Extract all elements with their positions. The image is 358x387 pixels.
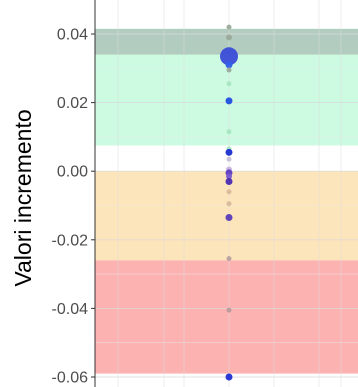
data-point-2 [220, 47, 238, 66]
y-tick-label-4: -0.04 [52, 301, 89, 318]
data-point-0 [226, 24, 232, 30]
y-tick-label-5: -0.06 [52, 370, 89, 387]
band-red [95, 260, 358, 374]
data-point-17 [225, 214, 233, 222]
data-points [220, 24, 238, 381]
y-axis-title: Valori incremento [10, 109, 36, 286]
data-point-15 [226, 189, 232, 195]
data-point-3 [225, 61, 233, 69]
y-tick-label-2: 0.00 [57, 164, 88, 181]
data-point-14 [225, 177, 233, 185]
data-point-20 [225, 373, 233, 381]
data-point-7 [226, 129, 232, 135]
data-point-6 [225, 97, 233, 105]
data-point-5 [226, 81, 232, 87]
data-point-4 [226, 67, 232, 73]
data-point-10 [226, 156, 232, 162]
y-tick-label-0: 0.04 [57, 27, 88, 44]
grid-lines [95, 0, 358, 387]
y-tick-label-3: -0.02 [52, 232, 89, 249]
data-point-9 [225, 148, 233, 156]
data-point-16 [226, 201, 232, 207]
y-tick-label-1: 0.02 [57, 95, 88, 112]
data-point-1 [226, 34, 232, 41]
data-point-13 [226, 173, 232, 180]
y-axis: 0.04 0.02 0.00 -0.02 -0.04 -0.06 [52, 0, 96, 387]
data-point-18 [226, 256, 232, 262]
data-point-19 [226, 307, 232, 313]
